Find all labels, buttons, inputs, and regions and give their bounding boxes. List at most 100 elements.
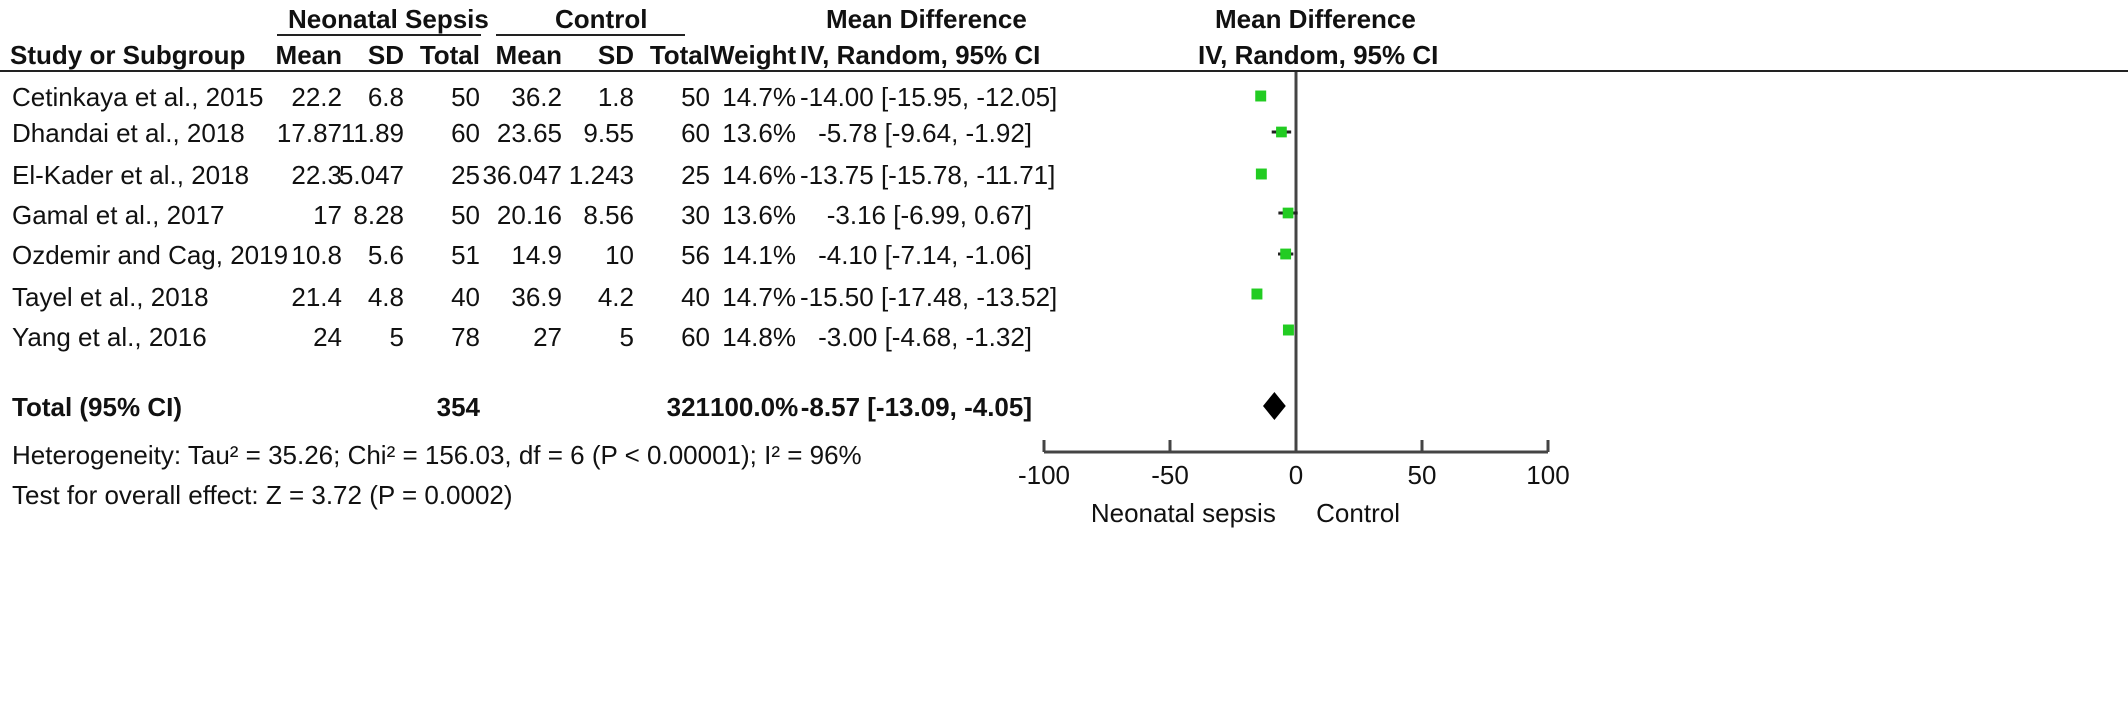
cell-n1: 50 [451, 82, 480, 112]
cell-n1: 78 [451, 322, 480, 352]
favours-right-label: Control [1316, 498, 1400, 528]
cell-n2: 30 [681, 200, 710, 230]
md-table-title: Mean Difference [826, 4, 1027, 34]
cell-sd2: 8.56 [583, 200, 634, 230]
x-tick-label: 0 [1289, 460, 1303, 490]
cell-mean1: 17 [313, 200, 342, 230]
cell-n2: 60 [681, 118, 710, 148]
cell-mean1: 22.3 [291, 160, 342, 190]
cell-mean2: 36.9 [511, 282, 562, 312]
cell-sd1: 5.6 [367, 240, 404, 270]
x-tick-label: 50 [1408, 460, 1437, 490]
cell-weight: 14.8% [722, 322, 796, 352]
overall-effect-text: Test for overall effect: Z = 3.72 (P = 0… [12, 480, 513, 510]
study-name: Dhandai et al., 2018 [12, 118, 245, 148]
cell-weight: 14.7% [722, 282, 796, 312]
study-point [1255, 90, 1267, 102]
group1-header: Neonatal Sepsis [288, 4, 489, 34]
mean2-header: Mean [495, 40, 562, 70]
cell-sd1: 5.047 [338, 160, 404, 190]
cell-mean1: 10.8 [291, 240, 342, 270]
cell-ci: -15.50 [-17.48, -13.52] [800, 282, 1058, 312]
cell-n1: 60 [451, 118, 480, 148]
study-name: Gamal et al., 2017 [12, 200, 225, 230]
cell-mean2: 20.16 [496, 200, 562, 230]
cell-sd2: 9.55 [583, 118, 634, 148]
cell-mean2: 23.65 [496, 118, 562, 148]
x-tick-label: -100 [1018, 460, 1070, 490]
study-point [1251, 288, 1263, 300]
md-plot-title: Mean Difference [1215, 4, 1416, 34]
cell-mean1: 21.4 [291, 282, 342, 312]
sd1-header: SD [367, 40, 404, 70]
cell-ci: -14.00 [-15.95, -12.05] [800, 82, 1058, 112]
study-name: El-Kader et al., 2018 [12, 160, 250, 190]
total-ci: -8.57 [-13.09, -4.05] [800, 392, 1032, 422]
cell-mean2: 36.2 [511, 82, 562, 112]
study-name: Cetinkaya et al., 2015 [12, 82, 264, 112]
group2-underline [496, 34, 685, 36]
study-name: Ozdemir and Cag, 2019 [12, 240, 289, 270]
cell-sd2: 10 [605, 240, 634, 270]
cell-n1: 51 [451, 240, 480, 270]
total-weight: 100.0% [710, 392, 799, 422]
cell-ci: -3.16 [-6.99, 0.67] [826, 200, 1032, 230]
study-col-header: Study or Subgroup [10, 40, 246, 70]
heterogeneity-text: Heterogeneity: Tau² = 35.26; Chi² = 156.… [12, 440, 862, 470]
study-name: Tayel et al., 2018 [12, 282, 209, 312]
total-n2: 321 [666, 392, 710, 422]
cell-sd1: 5 [389, 322, 404, 352]
cell-n2: 56 [681, 240, 710, 270]
cell-mean1: 17.87 [276, 118, 342, 148]
cell-mean2: 27 [533, 322, 562, 352]
cell-mean1: 22.2 [291, 82, 342, 112]
cell-sd2: 1.8 [597, 82, 634, 112]
cell-n2: 50 [681, 82, 710, 112]
cell-sd2: 4.2 [597, 282, 634, 312]
cell-weight: 14.1% [722, 240, 796, 270]
total-label: Total (95% CI) [12, 392, 182, 422]
cell-weight: 14.6% [722, 160, 796, 190]
mean1-header: Mean [275, 40, 342, 70]
x-tick-label: 100 [1526, 460, 1569, 490]
group1-underline [277, 34, 481, 36]
cell-n2: 40 [681, 282, 710, 312]
pooled-diamond [1263, 392, 1286, 420]
favours-left-label: Neonatal sepsis [1091, 498, 1276, 528]
study-point [1282, 324, 1294, 336]
md-method-plot: IV, Random, 95% CI [1198, 40, 1439, 70]
cell-ci: -3.00 [-4.68, -1.32] [818, 322, 1032, 352]
cell-ci: -13.75 [-15.78, -11.71] [800, 160, 1056, 190]
cell-ci: -5.78 [-9.64, -1.92] [818, 118, 1032, 148]
total1-header: Total [419, 40, 480, 70]
cell-mean2: 14.9 [511, 240, 562, 270]
cell-sd1: 8.28 [353, 200, 404, 230]
header-rule [0, 70, 2128, 72]
study-point [1282, 207, 1294, 219]
weight-header: Weight [710, 40, 797, 70]
cell-n1: 50 [451, 200, 480, 230]
sd2-header: SD [597, 40, 634, 70]
cell-ci: -4.10 [-7.14, -1.06] [818, 240, 1032, 270]
total-n1: 354 [436, 392, 480, 422]
study-name: Yang et al., 2016 [12, 322, 207, 352]
study-point [1280, 248, 1292, 260]
cell-weight: 13.6% [722, 118, 796, 148]
group2-header: Control [555, 4, 648, 34]
cell-sd1: 6.8 [367, 82, 404, 112]
cell-sd2: 5 [619, 322, 634, 352]
cell-n1: 25 [451, 160, 480, 190]
total2-header: Total [649, 40, 710, 70]
study-point [1276, 126, 1287, 138]
cell-sd2: 1.243 [568, 160, 634, 190]
md-method-table: IV, Random, 95% CI [800, 40, 1041, 70]
cell-sd1: 4.8 [367, 282, 404, 312]
x-tick-label: -50 [1151, 460, 1189, 490]
cell-n1: 40 [451, 282, 480, 312]
cell-n2: 60 [681, 322, 710, 352]
cell-sd1: 11.89 [340, 118, 404, 148]
cell-n2: 25 [681, 160, 710, 190]
cell-mean2: 36.047 [482, 160, 562, 190]
study-point [1255, 168, 1267, 180]
